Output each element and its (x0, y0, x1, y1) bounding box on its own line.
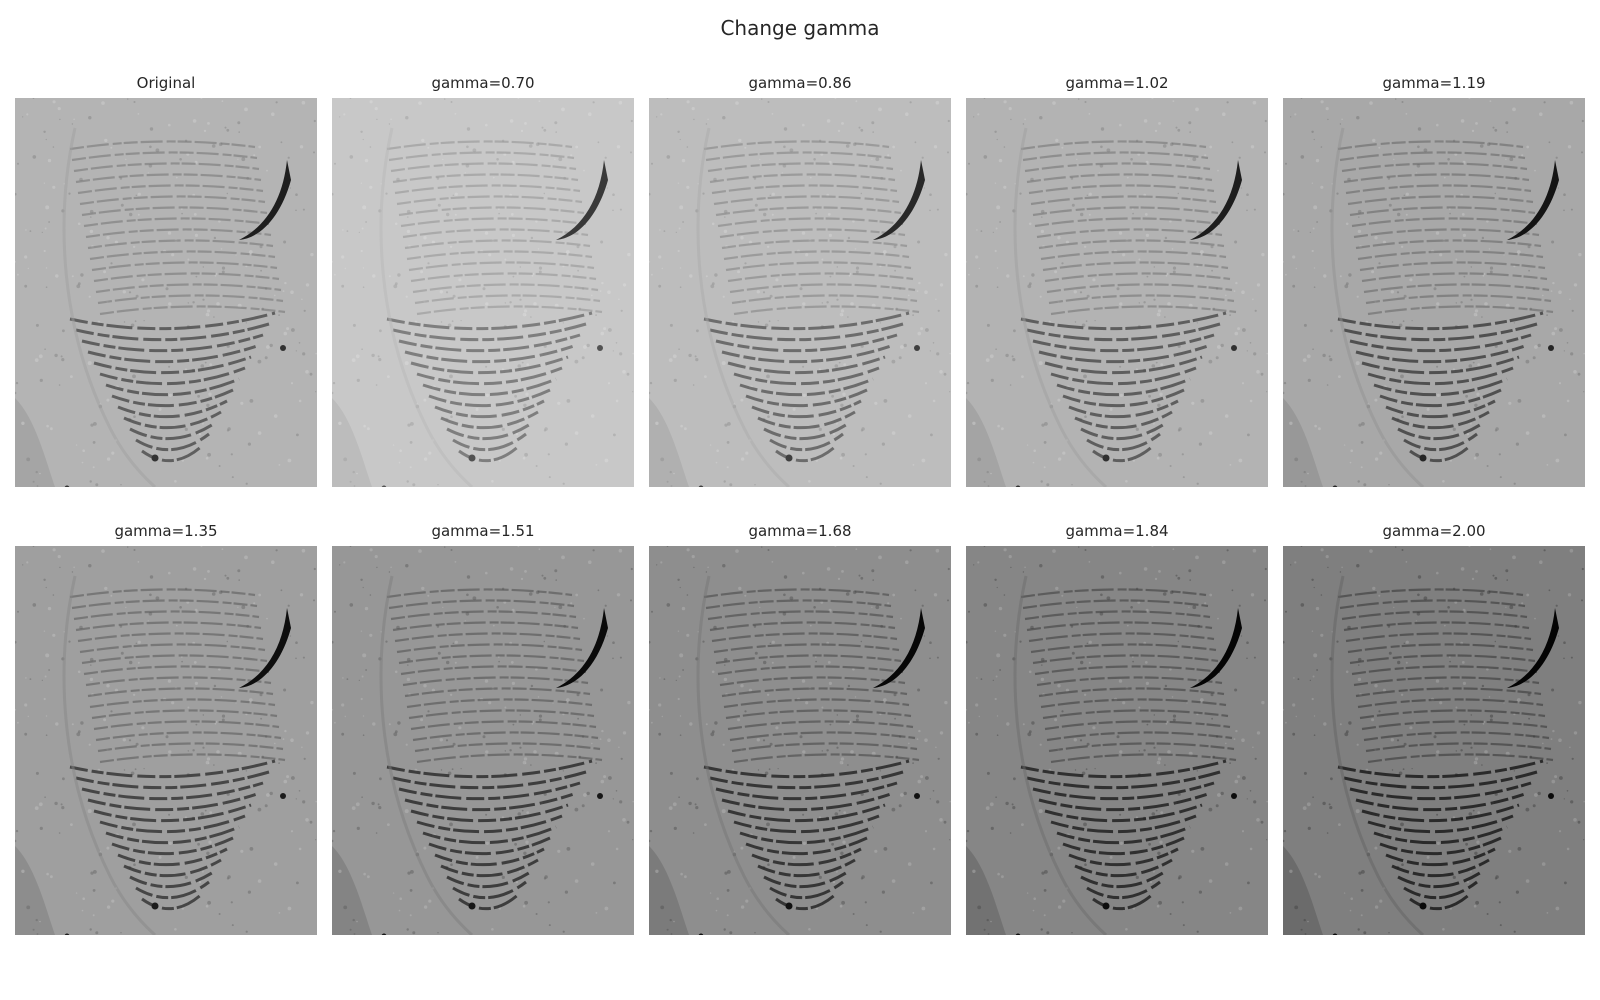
panel-gamma-1-19: gamma=1.19 (1283, 74, 1585, 487)
fingerprint-image (15, 98, 317, 487)
panel-gamma-0-70: gamma=0.70 (332, 74, 634, 487)
panel-title: gamma=1.51 (431, 522, 535, 540)
panel-gamma-1-35: gamma=1.35 (15, 522, 317, 935)
panel-gamma-1-68: gamma=1.68 (649, 522, 951, 935)
panel-gamma-2-00: gamma=2.00 (1283, 522, 1585, 935)
fingerprint-image (649, 98, 951, 487)
panel-gamma-0-86: gamma=0.86 (649, 74, 951, 487)
panel-gamma-1-02: gamma=1.02 (966, 74, 1268, 487)
panel-gamma-1-51: gamma=1.51 (332, 522, 634, 935)
panel-title: gamma=1.02 (1065, 74, 1169, 92)
panel-title: gamma=1.35 (114, 522, 218, 540)
fingerprint-image (966, 98, 1268, 487)
fingerprint-image (332, 546, 634, 935)
fingerprint-image (649, 546, 951, 935)
panel-title: gamma=2.00 (1382, 522, 1486, 540)
fingerprint-image (332, 98, 634, 487)
panel-original: Original (15, 74, 317, 487)
fingerprint-image (1283, 546, 1585, 935)
panel-gamma-1-84: gamma=1.84 (966, 522, 1268, 935)
panel-title: gamma=0.70 (431, 74, 535, 92)
fingerprint-image (1283, 98, 1585, 487)
panel-title: gamma=0.86 (748, 74, 852, 92)
panel-title: gamma=1.19 (1382, 74, 1486, 92)
figure-title: Change gamma (720, 16, 880, 40)
panel-title: gamma=1.68 (748, 522, 852, 540)
fingerprint-image (15, 546, 317, 935)
panel-title: Original (136, 74, 196, 92)
panel-title: gamma=1.84 (1065, 522, 1169, 540)
fingerprint-image (966, 546, 1268, 935)
